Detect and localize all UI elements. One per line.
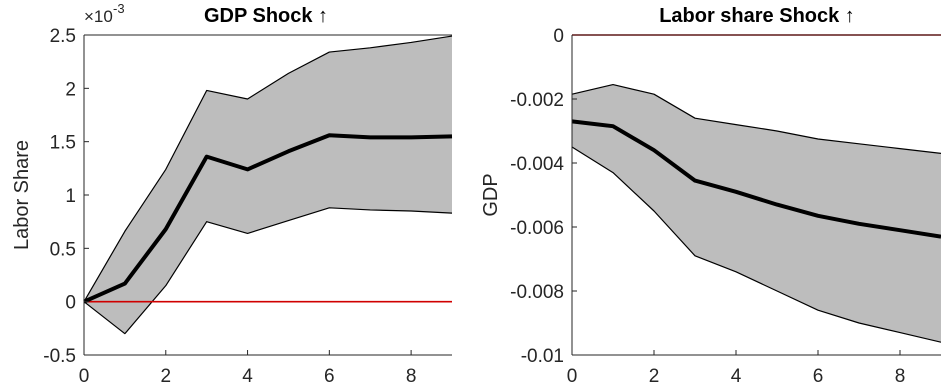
lower-bound-line — [571, 146, 941, 343]
x-tick-label: 8 — [895, 366, 906, 387]
y-tick-label: 0 — [65, 293, 76, 314]
x-tick-label: 0 — [567, 366, 578, 387]
y-exponent-base: ×10 — [84, 7, 113, 26]
y-tick-label: 1 — [65, 186, 76, 207]
y-tick-label: -0.008 — [510, 282, 564, 303]
y-tick-label: 1.5 — [50, 133, 76, 154]
x-tick-label: 0 — [79, 366, 90, 387]
labor-share-shock-panel: Labor share Shock ↑ GDP 0 2 4 6 8 -0.01 -0.008… — [480, 5, 941, 387]
y-tick-label: -0.01 — [521, 346, 564, 367]
y-tick-label: 0.5 — [50, 239, 76, 260]
y-axis-label: GDP — [480, 173, 502, 216]
x-tick-label: 6 — [324, 366, 335, 387]
y-tick-label: 0 — [553, 26, 564, 47]
x-tick-label: 6 — [813, 366, 824, 387]
median-response-line — [83, 133, 453, 304]
y-exponent-power: -3 — [113, 1, 125, 16]
y-tick-label: -0.5 — [43, 346, 76, 367]
lower-bound-line — [83, 207, 453, 335]
y-tick-label: 2.5 — [50, 26, 76, 47]
gdp-shock-panel: GDP Shock ↑ Labor Share ×10 -3 0 2 4 6 8 -0.5… — [11, 1, 453, 387]
y-tick-label: -0.004 — [510, 154, 564, 175]
median-response-line — [571, 119, 941, 239]
y-tick-label: -0.006 — [510, 218, 564, 239]
x-tick-label: 4 — [731, 366, 742, 387]
upper-bound-line — [571, 83, 941, 154]
y-axis-label: Labor Share — [11, 140, 33, 250]
y-exponent: ×10 -3 — [84, 1, 125, 26]
x-tick-label: 8 — [406, 366, 417, 387]
upper-bound-line — [83, 35, 453, 302]
panel-title: Labor share Shock ↑ — [659, 5, 855, 27]
y-tick-label: -0.002 — [510, 90, 564, 111]
x-tick-label: 4 — [242, 366, 253, 387]
x-tick-label: 2 — [649, 366, 660, 387]
confidence-band — [572, 84, 941, 343]
x-tick-label: 2 — [160, 366, 171, 387]
panel-title: GDP Shock ↑ — [204, 5, 328, 27]
y-tick-label: 2 — [65, 79, 76, 100]
confidence-band — [84, 36, 452, 334]
